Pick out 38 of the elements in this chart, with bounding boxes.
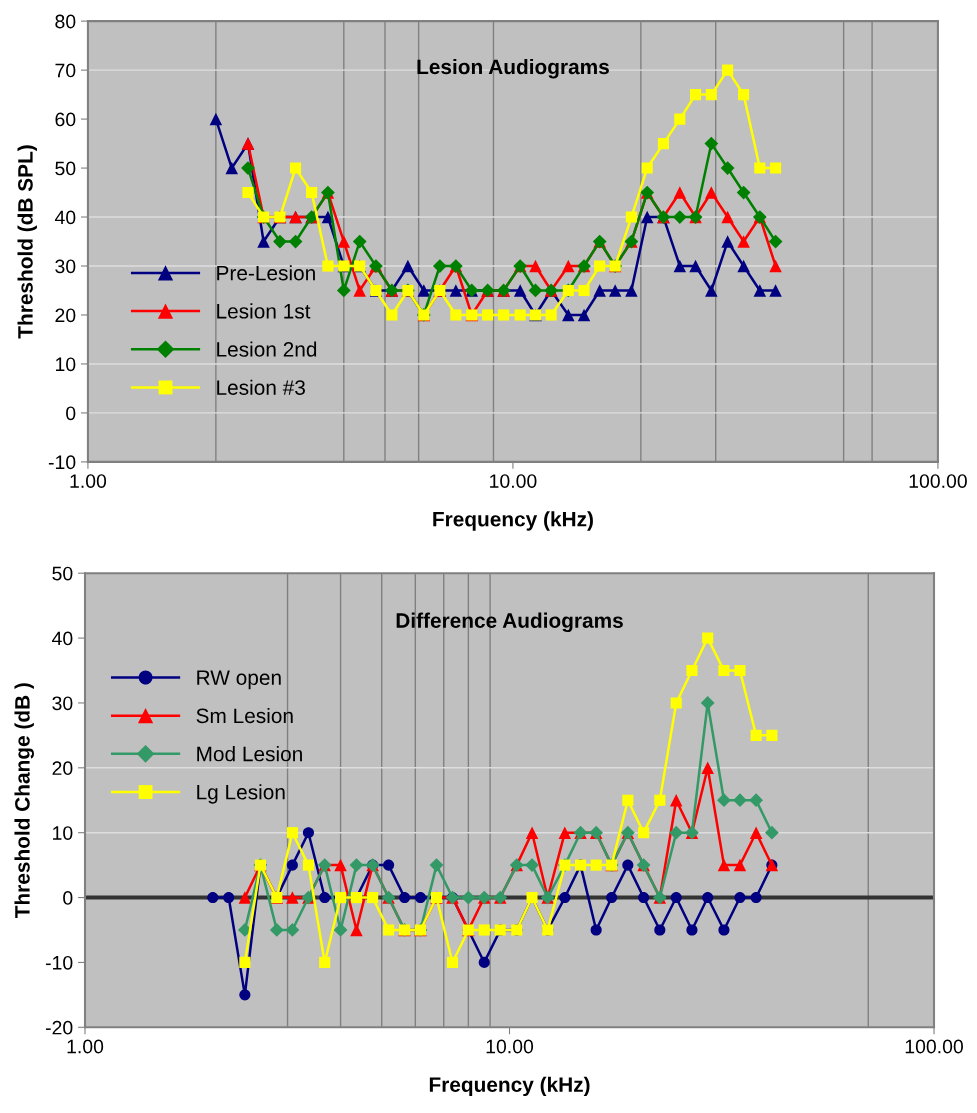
y-tick-label: 20 — [52, 761, 73, 776]
y-tick-label: -10 — [45, 955, 73, 970]
y-tick-label: 40 — [54, 210, 76, 225]
y-tick-label: 0 — [63, 891, 73, 905]
y-tick-label: -20 — [45, 1020, 73, 1035]
y-tick-label: 30 — [52, 696, 73, 711]
y-tick-label: 10 — [55, 357, 76, 372]
legend-label: Mod Lesion — [197, 746, 302, 762]
y-tick-label: 40 — [52, 631, 73, 646]
y-tick-label: -10 — [48, 455, 76, 470]
legend-label: Lesion 1st — [217, 303, 311, 319]
x-axis-title: Frequency (kHz) — [433, 511, 593, 531]
y-tick-label: 50 — [55, 161, 76, 176]
y-tick-label: 50 — [52, 566, 73, 581]
x-tick-label: 10.00 — [486, 1039, 534, 1054]
legend-label: Lesion 2nd — [217, 341, 317, 357]
x-tick-label: 100.00 — [905, 1039, 963, 1054]
y-tick-label: 20 — [55, 308, 76, 323]
text: Lesion Audiograms — [417, 58, 609, 79]
x-tick-label: 100.00 — [909, 474, 967, 488]
text: Difference Audiograms — [396, 612, 623, 633]
x-axis-title: Frequency (kHz) — [429, 1076, 590, 1097]
y-tick-label: 70 — [55, 63, 76, 78]
y-axis-title: Threshold Change (dB ) — [14, 683, 34, 919]
x-tick-label: 1.00 — [70, 474, 107, 488]
legend-label: Sm Lesion — [196, 707, 293, 724]
y-tick-label: 30 — [55, 259, 76, 274]
legend-label: Lesion #3 — [217, 379, 305, 395]
y-tick-label: 0 — [66, 406, 76, 421]
y-tick-label: 80 — [55, 14, 76, 29]
y-axis-title: Threshold (dB SPL) — [17, 145, 37, 339]
legend-label: Pre-Lesion — [217, 265, 315, 281]
y-tick-label: 10 — [53, 826, 73, 840]
y-tick-label: 60 — [55, 112, 76, 127]
legend-label: Lg Lesion — [197, 784, 285, 804]
x-tick-label: 1.00 — [67, 1039, 104, 1054]
x-tick-label: 10.00 — [490, 474, 537, 488]
legend-label: RW open — [197, 670, 281, 690]
